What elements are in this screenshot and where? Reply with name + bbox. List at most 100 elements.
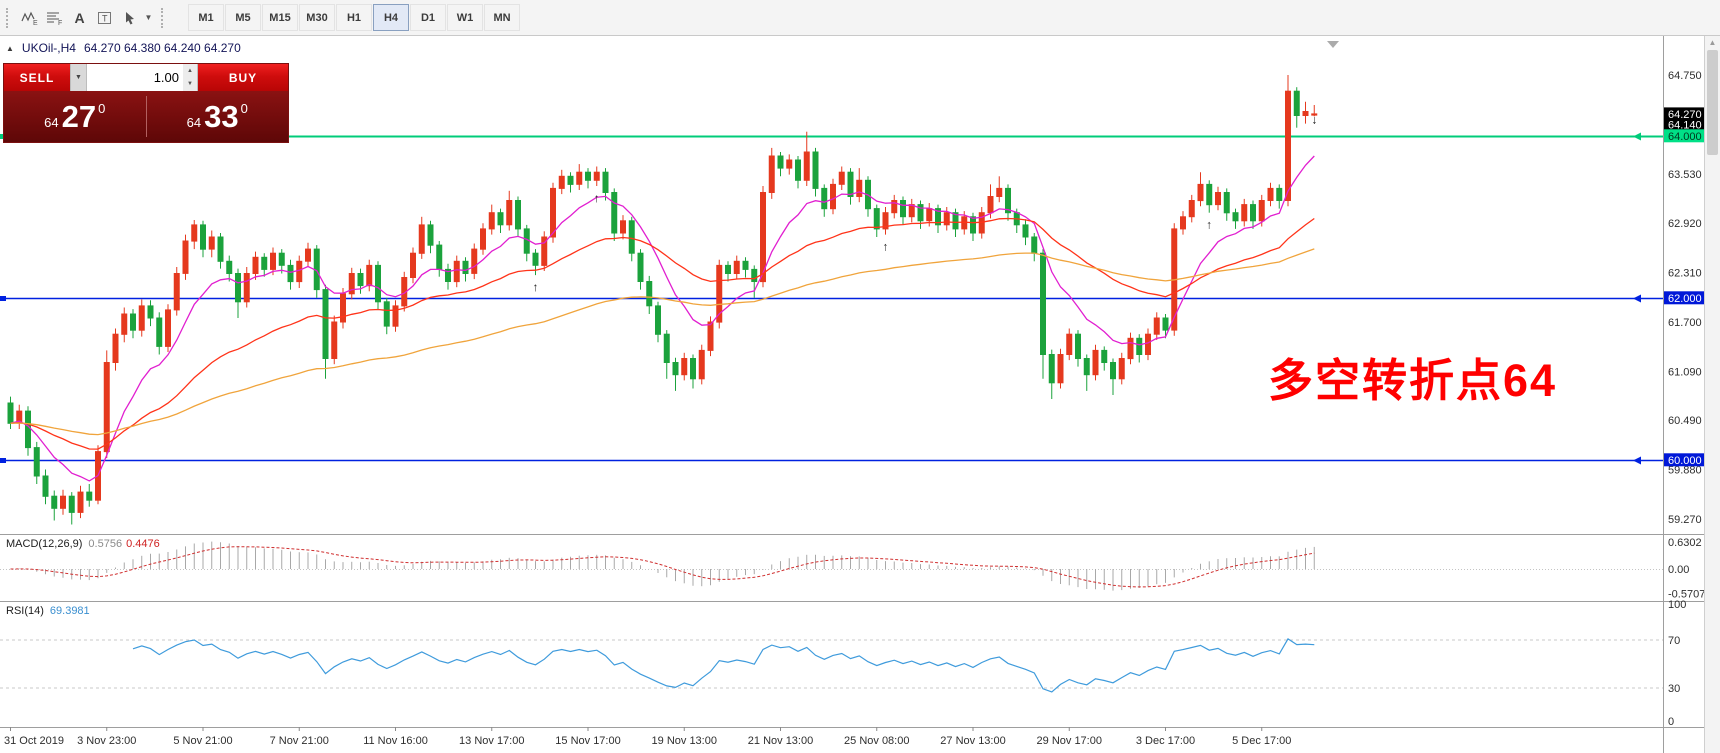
chevron-down-icon: ▼ [144, 13, 153, 22]
svg-text:13 Nov 17:00: 13 Nov 17:00 [459, 735, 524, 747]
ma-slow-orange [10, 248, 1315, 436]
price-axis: 64.750 63.530 62.920 62.310 61.700 61.090 60.4… [1664, 70, 1704, 526]
fibonacci-tool-button[interactable]: F [42, 5, 67, 30]
volume-box [87, 64, 183, 91]
up-arrow-marker: ↑ [1206, 218, 1212, 232]
ma-mid-red [10, 217, 1315, 450]
ohlc-values: 64.270 64.380 64.240 64.270 [83, 41, 241, 55]
spin-down-icon[interactable]: ▼ [187, 81, 193, 88]
chevron-down-icon: ▼ [75, 74, 82, 81]
svg-text:7 Nov 21:00: 7 Nov 21:00 [270, 735, 329, 747]
text-label-tool-button[interactable]: T [92, 5, 117, 30]
current-price-label [1664, 117, 1704, 131]
sell-price-big: 27 [61, 99, 97, 134]
svg-text:64.270: 64.270 [1668, 109, 1702, 121]
timeframe-mn[interactable]: MN [484, 4, 520, 31]
scroll-up-icon[interactable]: ▲ [1708, 37, 1717, 47]
timeframe-m30[interactable]: M30 [299, 4, 335, 31]
one-click-collapse-icon[interactable]: ▲ [6, 43, 14, 53]
fibonacci-lines-icon: F [46, 12, 62, 26]
buy-button[interactable]: BUY [198, 64, 288, 91]
elliott-glyph: E [33, 20, 38, 26]
symbol-period-label: UKOil-,H4 [21, 41, 76, 55]
text-tool-icon: A [74, 9, 85, 26]
svg-text:15 Nov 17:00: 15 Nov 17:00 [555, 735, 620, 747]
one-click-trading-panel: SELL ▼ ▲ ▼ BUY 64 27 0 64 33 0 [3, 63, 289, 143]
chart-annotation-text: 多空转折点64 [1268, 355, 1558, 406]
rsi-line [132, 638, 1315, 693]
svg-text:59.880: 59.880 [1668, 465, 1702, 477]
elliott-wave-icon: E [20, 11, 38, 26]
timeframe-m5[interactable]: M5 [225, 4, 261, 31]
timeframe-d1[interactable]: D1 [410, 4, 446, 31]
svg-text:60.490: 60.490 [1668, 415, 1702, 427]
up-arrow-marker: ↑ [594, 191, 600, 205]
svg-text:59.270: 59.270 [1668, 514, 1702, 526]
fibonacci-glyph: F [58, 20, 62, 26]
volume-input[interactable] [87, 64, 183, 91]
svg-text:100: 100 [1668, 599, 1686, 611]
svg-text:3 Nov 23:00: 3 Nov 23:00 [77, 735, 136, 747]
timeframe-w1[interactable]: W1 [447, 4, 483, 31]
chart-shift-marker [1327, 41, 1339, 48]
vertical-scrollbar[interactable]: ▲ [1704, 35, 1720, 753]
svg-text:61.700: 61.700 [1668, 317, 1702, 329]
svg-text:31 Oct 2019: 31 Oct 2019 [4, 735, 64, 747]
svg-text:25 Nov 08:00: 25 Nov 08:00 [844, 735, 909, 747]
macd-signal-line [10, 546, 1315, 588]
cursor-arrow-icon [125, 11, 134, 24]
svg-text:62.310: 62.310 [1668, 268, 1702, 280]
svg-text:64.750: 64.750 [1668, 70, 1702, 82]
up-arrow-marker: ↑ [883, 240, 889, 254]
chart-header: ▲ UKOil-,H4 64.270 64.380 64.240 64.270 [6, 41, 241, 55]
svg-text:3 Dec 17:00: 3 Dec 17:00 [1136, 735, 1195, 747]
toolbar-grip[interactable] [6, 7, 13, 28]
svg-text:5 Dec 17:00: 5 Dec 17:00 [1232, 735, 1291, 747]
timeframe-h1[interactable]: H1 [336, 4, 372, 31]
sell-options-caret[interactable]: ▼ [70, 64, 87, 91]
spin-up-icon[interactable]: ▲ [187, 67, 193, 74]
up-arrow-marker: ↑ [533, 280, 539, 294]
buy-price-big: 33 [204, 99, 239, 134]
svg-text:61.090: 61.090 [1668, 367, 1702, 379]
svg-text:5 Nov 21:00: 5 Nov 21:00 [173, 735, 232, 747]
macd-histogram [18, 541, 1315, 591]
macd-signal-value: 0.4476 [126, 538, 160, 550]
svg-text:63.530: 63.530 [1668, 169, 1702, 181]
svg-text:21 Nov 13:00: 21 Nov 13:00 [748, 735, 813, 747]
buy-price-prefix: 64 [186, 115, 202, 130]
sell-price-sup: 0 [98, 101, 106, 116]
macd-main-value: 0.5756 [88, 538, 123, 550]
level-price-label [1664, 453, 1704, 467]
down-arrow-marker: ↓ [1312, 113, 1318, 127]
timeframe-group: M1 M5 M15 M30 H1 H4 D1 W1 MN [188, 4, 520, 31]
volume-spinner: ▲ ▼ [183, 64, 198, 91]
svg-text:-0.5707: -0.5707 [1668, 588, 1705, 600]
timeframe-h4[interactable]: H4 [373, 4, 409, 31]
sell-price-display[interactable]: 64 27 0 [4, 91, 146, 142]
timeframe-m1[interactable]: M1 [188, 4, 224, 31]
current-price-label [1664, 107, 1704, 121]
text-label-icon: T [97, 11, 111, 24]
candlesticks [7, 75, 1318, 525]
scrollbar-thumb[interactable] [1707, 50, 1718, 155]
time-axis: 31 Oct 2019 3 Nov 23:00 5 Nov 21:00 7 Nov 2… [4, 727, 1291, 747]
text-tool-button[interactable]: A [67, 5, 92, 30]
svg-text:62.920: 62.920 [1668, 218, 1702, 230]
price-divider [145, 96, 147, 137]
sell-button[interactable]: SELL [4, 64, 70, 91]
svg-text:19 Nov 13:00: 19 Nov 13:00 [652, 735, 717, 747]
arrow-objects-caret[interactable]: ▼ [142, 5, 155, 30]
arrow-objects-button[interactable] [117, 5, 142, 30]
timeframe-m15[interactable]: M15 [262, 4, 298, 31]
buy-price-display[interactable]: 64 33 0 [147, 91, 289, 142]
macd-indicator-label: MACD(12,26,9) 0.5756 0.4476 [6, 538, 160, 550]
svg-text:70: 70 [1668, 635, 1680, 647]
level-price-label [1664, 129, 1704, 143]
rsi-name: RSI(14) [6, 605, 44, 617]
toolbar-grip-2[interactable] [161, 7, 168, 28]
svg-text:0: 0 [1668, 716, 1674, 728]
elliott-wave-tool-button[interactable]: E [17, 5, 42, 30]
svg-text:27 Nov 13:00: 27 Nov 13:00 [940, 735, 1005, 747]
